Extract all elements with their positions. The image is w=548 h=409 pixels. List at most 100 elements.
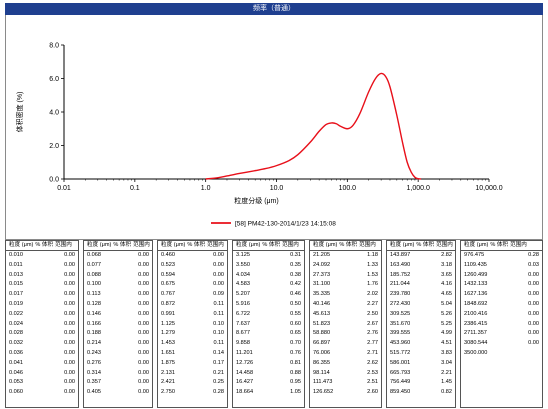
size-value: 1432.133 xyxy=(464,281,488,288)
volume-value: 3.18 xyxy=(441,261,452,268)
table-header: 粒度 (μm)% 体积 范围内 xyxy=(158,241,227,251)
table-row: 0.013 0.00 xyxy=(6,271,78,281)
table-row: 2.131 0.21 xyxy=(158,369,227,379)
y-tick-label: 4.0 xyxy=(49,110,59,117)
size-value: 0.243 xyxy=(87,349,101,356)
volume-value: 4.51 xyxy=(441,340,452,347)
volume-value: 0.46 xyxy=(290,291,301,298)
x-tick-label: 100.0 xyxy=(339,185,357,192)
table-row: 2.750 0.28 xyxy=(158,388,227,398)
table-row: 21.205 1.18 xyxy=(310,251,381,261)
volume-value: 0.76 xyxy=(290,349,301,356)
volume-value: 0.60 xyxy=(290,320,301,327)
table-row: 12.726 0.81 xyxy=(233,359,304,369)
table-header: 粒度 (μm)% 体积 范围内 xyxy=(461,241,542,251)
volume-value: 0.17 xyxy=(213,359,224,366)
volume-value: 0.00 xyxy=(528,271,539,278)
volume-value: 2.53 xyxy=(367,369,378,376)
size-value: 11.201 xyxy=(236,349,253,356)
table-row: 185.752 3.65 xyxy=(387,271,455,281)
volume-value: 0.81 xyxy=(290,359,301,366)
size-value: 35.335 xyxy=(313,291,331,298)
size-table-4: 粒度 (μm)% 体积 范围内 3.125 0.31 3.550 0.35 4.034 0.3… xyxy=(232,240,305,408)
volume-value: 0.00 xyxy=(528,300,539,307)
size-value: 859.450 xyxy=(390,389,411,396)
table-row: 7.637 0.60 xyxy=(233,320,304,330)
table-row: 126.652 2.60 xyxy=(310,388,381,398)
size-value: 8.677 xyxy=(236,330,250,337)
col-volume-header: % 体积 xyxy=(262,242,281,248)
table-header: 粒度 (μm)% 体积 范围内 xyxy=(233,241,304,251)
volume-value: 0.28 xyxy=(213,389,224,396)
table-row: 66.897 2.77 xyxy=(310,339,381,349)
size-value: 665.793 xyxy=(390,369,411,376)
x-axis-label: 粒度分级 (μm) xyxy=(234,196,278,205)
volume-value: 0.00 xyxy=(138,379,149,386)
size-value: 3.550 xyxy=(236,261,250,268)
size-table-5: 粒度 (μm)% 体积 范围内 21.205 1.18 24.092 1.33 27.373… xyxy=(309,240,382,408)
size-value: 163.490 xyxy=(390,261,411,268)
size-value: 0.166 xyxy=(87,320,101,327)
table-row: 0.675 0.00 xyxy=(158,280,227,290)
volume-value: 0.00 xyxy=(64,359,75,366)
size-value: 18.664 xyxy=(236,389,254,396)
volume-value: 2.76 xyxy=(367,330,378,337)
volume-value: 4.65 xyxy=(441,291,452,298)
size-value: 3500.000 xyxy=(464,349,488,356)
table-row: 1.875 0.17 xyxy=(158,359,227,369)
volume-value: 2.27 xyxy=(367,300,378,307)
table-row: 0.028 0.00 xyxy=(6,329,78,339)
series-line-0 xyxy=(205,72,422,180)
table-row: 211.044 4.16 xyxy=(387,280,455,290)
y-tick-label: 6.0 xyxy=(49,76,59,83)
volume-value: 0.00 xyxy=(138,369,149,376)
volume-value: 4.99 xyxy=(441,330,452,337)
size-value: 1627.136 xyxy=(464,291,488,298)
volume-value: 0.11 xyxy=(213,300,224,307)
x-tick-label: 0.01 xyxy=(57,185,71,192)
volume-value: 0.35 xyxy=(290,261,301,268)
table-row: 4.034 0.38 xyxy=(233,271,304,281)
size-value: 66.897 xyxy=(313,340,331,347)
size-value: 0.077 xyxy=(87,261,101,268)
volume-value: 1.33 xyxy=(367,261,378,268)
volume-value: 0.10 xyxy=(213,330,224,337)
volume-value: 0.31 xyxy=(290,252,301,258)
volume-value: 2.02 xyxy=(367,291,378,298)
chart-title: 频率（普通） xyxy=(5,3,543,15)
size-value: 0.024 xyxy=(9,320,23,327)
volume-value: 0.00 xyxy=(64,340,75,347)
size-table-1: 粒度 (μm)% 体积 范围内 0.010 0.00 0.011 0.00 0.013 0.0… xyxy=(5,240,79,408)
size-value: 0.523 xyxy=(161,261,175,268)
size-value: 0.010 xyxy=(9,252,23,258)
volume-value: 1.18 xyxy=(367,252,378,258)
size-value: 2.421 xyxy=(161,379,175,386)
size-value: 0.017 xyxy=(9,291,23,298)
table-row: 0.991 0.11 xyxy=(158,310,227,320)
table-row: 2.421 0.25 xyxy=(158,378,227,388)
table-row: 0.276 0.00 xyxy=(84,359,152,369)
table-row: 111.473 2.51 xyxy=(310,378,381,388)
table-row: 0.015 0.00 xyxy=(6,280,78,290)
volume-value: 1.76 xyxy=(367,281,378,288)
table-row: 0.100 0.00 xyxy=(84,280,152,290)
size-value: 3.125 xyxy=(236,252,250,258)
col-volume-header: % 体积 xyxy=(416,242,435,248)
table-row: 0.036 0.00 xyxy=(6,349,78,359)
size-value: 51.823 xyxy=(313,320,331,327)
table-row: 0.019 0.00 xyxy=(6,300,78,310)
volume-value: 0.14 xyxy=(213,349,224,356)
table-row: 0.214 0.00 xyxy=(84,339,152,349)
size-value: 1.125 xyxy=(161,320,175,327)
size-value: 2100.416 xyxy=(464,310,488,317)
table-row: 163.490 3.18 xyxy=(387,261,455,271)
table-row: 0.523 0.00 xyxy=(158,261,227,271)
chart-frame: 0.01 0.1 1.0 10.0 100.0 1,000.0 10,000.0 0.0 2.0… xyxy=(5,15,543,240)
volume-value: 2.62 xyxy=(367,359,378,366)
table-row: 40.146 2.27 xyxy=(310,300,381,310)
size-value: 399.555 xyxy=(390,330,411,337)
table-row: 35.335 2.02 xyxy=(310,290,381,300)
size-value: 756.449 xyxy=(390,379,411,386)
volume-value: 0.00 xyxy=(528,291,539,298)
size-value: 0.053 xyxy=(9,379,23,386)
